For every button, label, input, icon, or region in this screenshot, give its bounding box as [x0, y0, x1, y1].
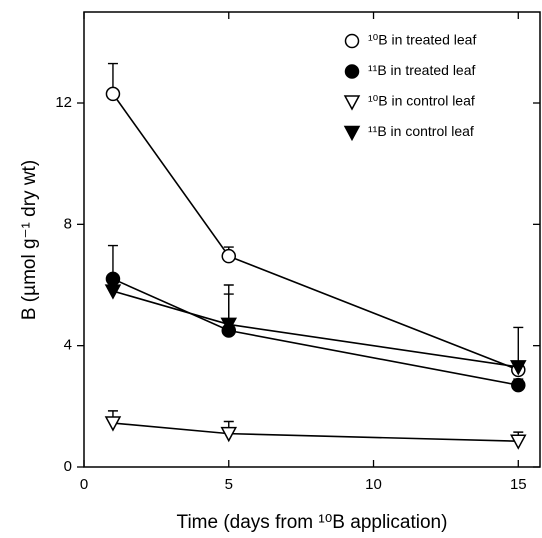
legend-marker [343, 95, 361, 111]
marker [105, 86, 121, 102]
marker [221, 248, 237, 264]
legend-label: ¹¹B in control leaf [368, 123, 474, 139]
y-tick-label: 8 [64, 215, 72, 232]
legend-marker [343, 125, 361, 142]
legend-label: ¹⁰B in control leaf [368, 93, 475, 109]
y-tick-label: 4 [64, 337, 72, 354]
y-tick-label: 12 [55, 94, 72, 111]
x-tick-label: 10 [365, 476, 382, 493]
x-axis-title: Time (days from ¹⁰B application) [177, 512, 448, 533]
marker [220, 426, 238, 443]
series-line [112, 422, 519, 443]
marker [510, 360, 527, 376]
plot-frame [83, 11, 541, 468]
x-tick-label: 0 [80, 476, 88, 493]
marker [510, 434, 527, 450]
x-tick-label: 5 [225, 476, 233, 493]
y-axis-title: B (µmol g⁻¹ dry wt) [19, 160, 40, 320]
marker [220, 317, 238, 334]
y-tick-label: 0 [64, 458, 72, 475]
marker [104, 416, 122, 432]
marker [511, 377, 526, 393]
legend-label: ¹¹B in treated leaf [368, 62, 475, 78]
marker [104, 284, 122, 300]
series-line [112, 290, 519, 368]
series-line [112, 278, 519, 386]
legend-marker [344, 33, 360, 49]
legend-marker [344, 64, 360, 79]
x-tick-label: 15 [510, 476, 527, 493]
legend-label: ¹⁰B in treated leaf [368, 32, 476, 48]
